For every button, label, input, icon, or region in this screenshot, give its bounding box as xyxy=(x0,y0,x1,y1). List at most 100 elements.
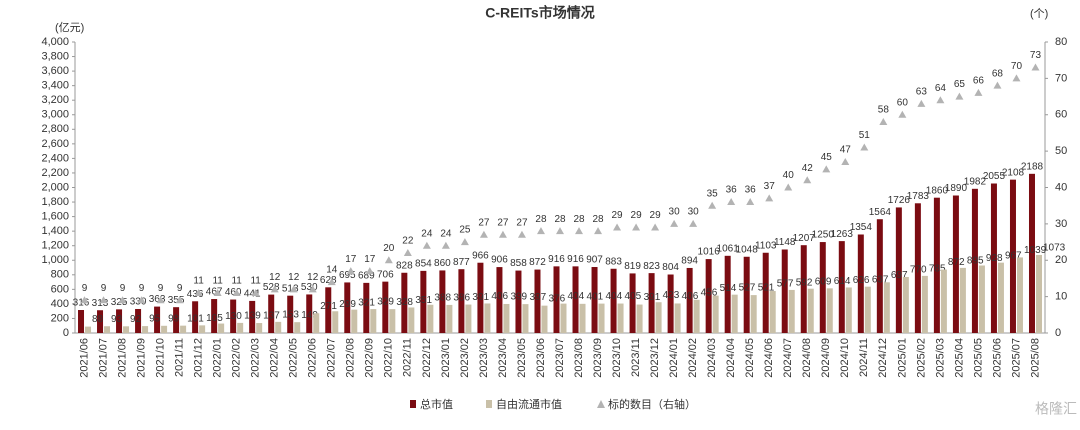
y-tick-label: 3,200 xyxy=(41,94,69,106)
count-marker xyxy=(708,201,717,209)
x-tick-label: 2025/01 xyxy=(896,338,908,378)
bar xyxy=(838,241,845,333)
value-label: 12 xyxy=(269,272,281,283)
x-tick-label: 2025/05 xyxy=(972,338,984,378)
bar xyxy=(667,274,674,333)
count-marker xyxy=(498,230,507,238)
value-label: 11 xyxy=(231,276,242,287)
x-tick-label: 2024/11 xyxy=(858,338,870,377)
bar xyxy=(819,242,826,333)
value-label: 1061 xyxy=(717,243,740,254)
bar xyxy=(180,325,187,333)
bar xyxy=(845,287,852,333)
x-tick-label: 2024/06 xyxy=(763,338,775,378)
bar xyxy=(921,275,928,333)
bar xyxy=(997,262,1004,333)
bar xyxy=(135,308,142,333)
count-marker xyxy=(194,288,203,296)
bar xyxy=(97,310,104,333)
count-marker xyxy=(594,227,603,235)
value-label: 1250 xyxy=(812,230,835,241)
bar xyxy=(971,188,978,333)
bar xyxy=(237,322,244,333)
count-marker xyxy=(765,194,774,202)
value-label: 271 xyxy=(320,301,337,312)
legend-label: 自由流通市值 xyxy=(496,397,562,411)
bar xyxy=(857,234,864,333)
count-marker xyxy=(365,267,374,275)
legend-swatch xyxy=(597,400,605,408)
bar xyxy=(268,294,275,333)
legend-swatch xyxy=(410,400,416,408)
bar xyxy=(781,249,788,333)
y-tick-label: 200 xyxy=(51,312,69,324)
bar xyxy=(610,268,617,333)
value-label: 967 xyxy=(1005,250,1022,261)
bar xyxy=(978,265,985,333)
bar xyxy=(458,269,465,333)
count-marker xyxy=(384,256,393,264)
x-tick-label: 2024/01 xyxy=(668,338,680,378)
bar xyxy=(192,301,199,333)
x-tick-label: 2025/07 xyxy=(1010,338,1022,378)
value-label: 460 xyxy=(225,287,242,298)
y-tick-label: 3,800 xyxy=(41,50,69,62)
bar xyxy=(389,309,396,333)
bar xyxy=(617,303,624,333)
bar xyxy=(211,299,218,333)
value-label: 299 xyxy=(339,299,356,310)
value-label: 20 xyxy=(383,243,395,254)
bar xyxy=(952,195,959,333)
value-label: 628 xyxy=(320,275,337,286)
value-label: 9 xyxy=(139,283,145,294)
value-label: 906 xyxy=(491,255,508,266)
value-label: 68 xyxy=(992,68,1004,79)
count-marker xyxy=(536,227,545,235)
bar xyxy=(629,273,636,333)
value-label: 328 xyxy=(396,297,413,308)
value-label: 30 xyxy=(688,207,700,218)
value-label: 30 xyxy=(669,207,681,218)
value-label: 1860 xyxy=(926,185,949,196)
bar xyxy=(401,272,408,333)
bar xyxy=(123,326,130,333)
count-marker xyxy=(898,110,907,118)
value-label: 73 xyxy=(1030,50,1042,61)
y-tick-label: 3,400 xyxy=(41,80,69,92)
count-marker xyxy=(175,296,184,304)
bar xyxy=(1009,179,1016,333)
y2-tick-label: 20 xyxy=(1055,254,1067,266)
value-label: 785 xyxy=(929,264,946,275)
value-label: 404 xyxy=(606,291,623,302)
value-label: 2108 xyxy=(1002,167,1025,178)
value-label: 521 xyxy=(758,283,775,294)
bar xyxy=(579,303,586,333)
value-label: 149 xyxy=(301,310,318,321)
value-label: 637 xyxy=(872,274,889,285)
bar xyxy=(560,303,567,333)
value-label: 28 xyxy=(592,214,604,225)
x-tick-label: 2023/03 xyxy=(478,338,490,378)
value-label: 928 xyxy=(986,253,1003,264)
bar xyxy=(420,270,427,333)
x-tick-label: 2022/12 xyxy=(421,338,433,378)
bar xyxy=(724,255,731,333)
count-marker xyxy=(860,143,869,151)
x-tick-label: 2024/08 xyxy=(801,338,813,378)
y-tick-label: 4,000 xyxy=(41,36,69,48)
bar xyxy=(826,288,833,333)
value-label: 877 xyxy=(453,257,470,268)
bar xyxy=(161,325,168,333)
value-label: 406 xyxy=(491,291,508,302)
value-label: 1783 xyxy=(907,191,930,202)
value-label: 17 xyxy=(364,254,376,265)
value-label: 391 xyxy=(472,292,489,303)
value-label: 1073 xyxy=(1043,243,1066,254)
bar xyxy=(465,304,472,333)
bar xyxy=(370,309,377,333)
value-label: 1207 xyxy=(793,233,816,244)
y2-tick-label: 30 xyxy=(1055,218,1067,230)
x-tick-label: 2021/08 xyxy=(116,338,128,378)
bar xyxy=(686,267,693,333)
x-tick-label: 2024/04 xyxy=(725,338,737,378)
